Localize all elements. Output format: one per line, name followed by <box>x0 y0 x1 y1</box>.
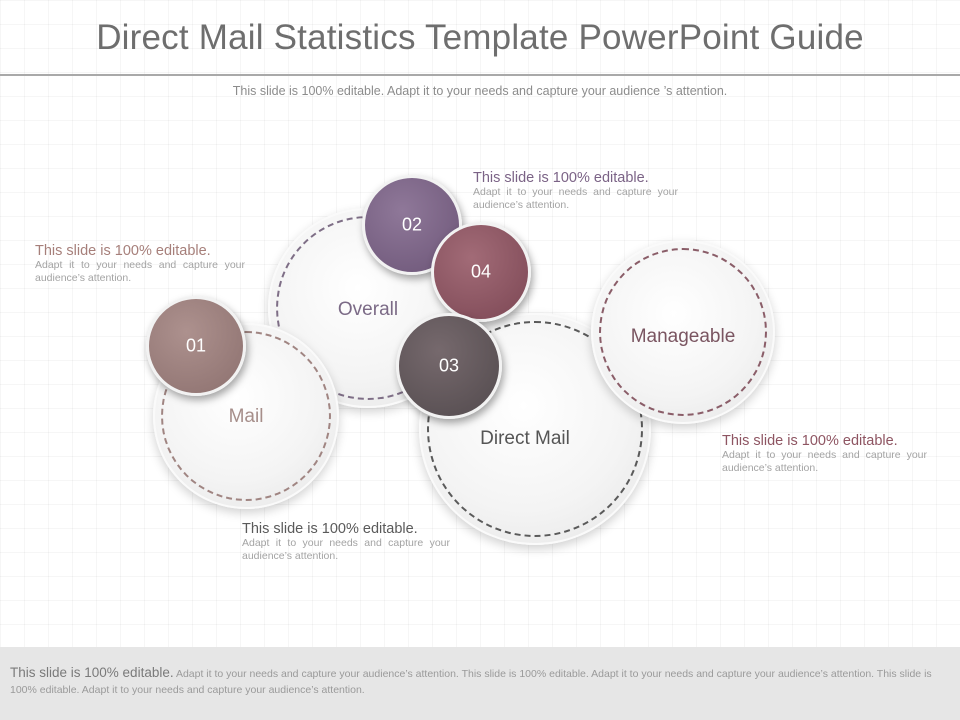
note-body: Adapt it to your needs and capture your … <box>722 449 927 474</box>
bubble-label-manageable: Manageable <box>630 326 736 347</box>
bubble-label-direct-mail: Direct Mail <box>480 428 570 449</box>
note-body: Adapt it to your needs and capture your … <box>473 186 678 211</box>
badge-01: 01 <box>146 296 246 396</box>
bubble-label-mail: Mail <box>228 406 264 427</box>
badge-number-03: 03 <box>438 355 460 376</box>
footer-band: This slide is 100% editable. Adapt it to… <box>0 647 960 720</box>
badge-04: 04 <box>431 222 531 322</box>
title-divider <box>0 74 960 76</box>
badge-number-02: 02 <box>401 214 423 235</box>
note-heading: This slide is 100% editable. <box>473 170 649 186</box>
footer-body: Adapt it to your needs and capture your … <box>10 668 932 696</box>
dashed-ring <box>599 248 767 416</box>
slide-subtitle: This slide is 100% editable. Adapt it to… <box>232 84 728 98</box>
note-bottom-center: This slide is 100% editable. Adapt it to… <box>242 521 450 563</box>
footer-heading: This slide is 100% editable. <box>10 665 174 680</box>
dashed-ring <box>427 321 643 537</box>
note-heading: This slide is 100% editable. <box>242 521 418 537</box>
note-top-right: This slide is 100% editable. Adapt it to… <box>473 170 678 212</box>
note-top-left: This slide is 100% editable. Adapt it to… <box>35 243 245 285</box>
note-body: Adapt it to your needs and capture your … <box>35 259 245 284</box>
badge-number-04: 04 <box>470 261 492 282</box>
note-bottom-right: This slide is 100% editable. Adapt it to… <box>722 433 927 475</box>
slide-title: Direct Mail Statistics Template PowerPoi… <box>96 18 864 57</box>
badge-03: 03 <box>396 313 502 419</box>
note-body: Adapt it to your needs and capture your … <box>242 537 450 562</box>
badge-number-01: 01 <box>185 335 207 356</box>
note-heading: This slide is 100% editable. <box>722 433 898 449</box>
dashed-ring <box>161 331 331 501</box>
footer-text: This slide is 100% editable. Adapt it to… <box>10 665 940 698</box>
bubble-manageable: Manageable <box>591 240 775 424</box>
bubble-label-overall: Overall <box>337 299 399 320</box>
note-heading: This slide is 100% editable. <box>35 243 211 259</box>
